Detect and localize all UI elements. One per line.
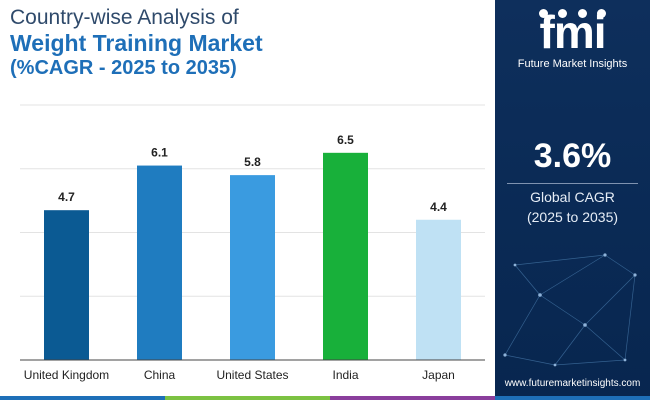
x-tick-labels: United Kingdom China United States India Jap… xyxy=(24,368,455,382)
logo-subtitle: Future Market Insights xyxy=(517,58,628,70)
logo-icons xyxy=(495,5,650,23)
logo-dot-icon xyxy=(538,9,548,18)
bar-japan xyxy=(416,219,461,360)
bar-india xyxy=(323,152,368,360)
cagr-label-line2: (2025 to 2035) xyxy=(526,209,619,225)
bar-united-states xyxy=(230,175,275,360)
global-cagr-label: Global CAGR (2025 to 2035) xyxy=(495,187,650,227)
logo-dot-icon xyxy=(577,9,587,18)
cagr-divider xyxy=(507,183,638,184)
logo-dot-icon xyxy=(558,9,568,18)
x-tick-label: Japan xyxy=(422,368,455,382)
x-tick-label: United States xyxy=(216,368,288,382)
value-label: 4.7 xyxy=(58,190,75,204)
cagr-label-line1: Global CAGR xyxy=(530,189,615,205)
bar-chart: 4.76.15.86.54.4 United Kingdom China Unite… xyxy=(20,104,485,382)
value-label: 6.1 xyxy=(151,146,168,160)
x-tick-label: United Kingdom xyxy=(24,368,109,382)
bar-united-kingdom xyxy=(44,210,89,360)
global-cagr-value: 3.6% xyxy=(533,137,612,175)
fmi-logo: fmi xyxy=(539,6,607,58)
x-tick-label: China xyxy=(144,368,176,382)
value-labels: 4.7 6.1 5.8 6.5 4.4 xyxy=(58,133,447,214)
chart-title-line2: Weight Training Market xyxy=(10,30,263,56)
chart-title-line1: Country-wise Analysis of xyxy=(10,6,239,29)
value-label: 4.4 xyxy=(430,200,447,214)
logo-dot-icon xyxy=(597,9,607,18)
title-block: Country-wise Analysis of Weight Training… xyxy=(10,6,263,80)
x-tick-label: India xyxy=(332,368,358,382)
side-panel: fmi Future Market Insights 3.6% Global C… xyxy=(495,0,650,400)
website-link[interactable]: www.futuremarketinsights.com xyxy=(504,378,641,389)
network-graphic xyxy=(503,253,637,367)
value-label: 6.5 xyxy=(337,133,354,147)
value-label: 5.8 xyxy=(244,155,261,169)
chart-title-line3: (%CAGR - 2025 to 2035) xyxy=(10,57,237,79)
bars xyxy=(44,152,461,360)
bar-china xyxy=(137,165,182,360)
bottom-color-strip xyxy=(0,396,650,400)
